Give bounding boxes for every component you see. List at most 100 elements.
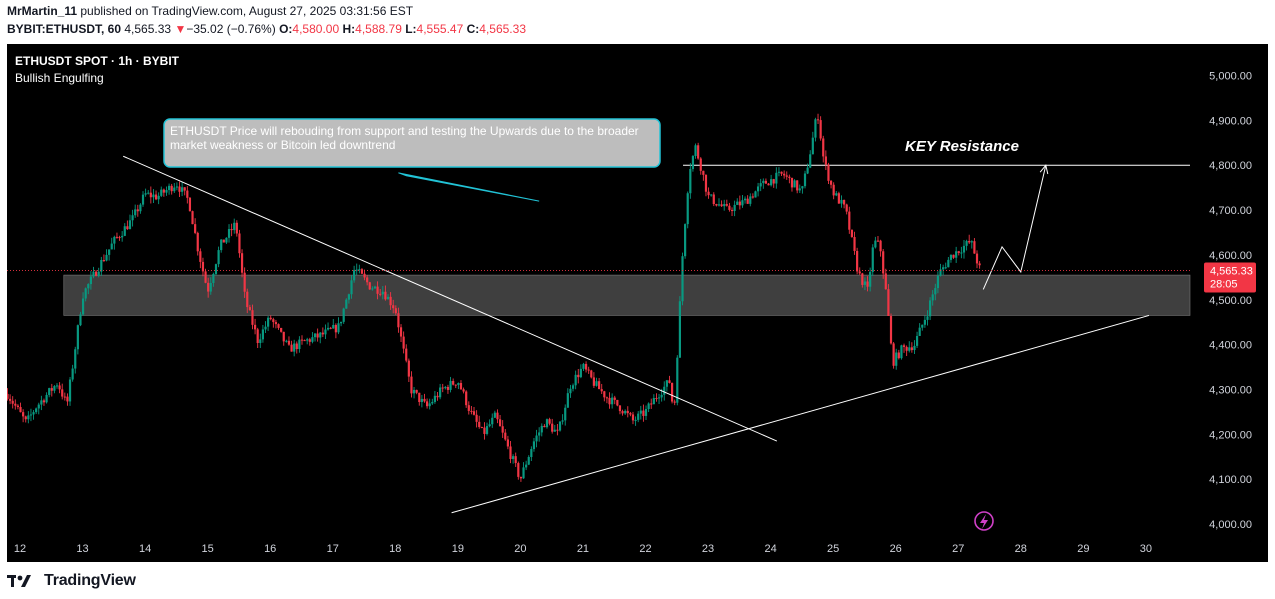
candle <box>113 235 116 250</box>
candle <box>188 196 192 212</box>
low-label: L: <box>405 22 417 36</box>
candle-body <box>754 191 757 198</box>
callout-box[interactable]: ETHUSDT Price will rebouding from suppor… <box>163 118 661 168</box>
date-tick-label: 26 <box>890 543 902 555</box>
candle-body <box>389 296 392 306</box>
candle-body <box>110 243 113 250</box>
candle <box>235 220 238 237</box>
alert-icon[interactable] <box>974 511 994 531</box>
candle <box>269 315 272 321</box>
candle <box>856 247 859 275</box>
candle-body <box>926 316 929 320</box>
candle <box>170 183 173 195</box>
candle <box>162 188 165 197</box>
candle-body <box>392 305 395 309</box>
candle <box>577 368 580 384</box>
candle <box>324 324 327 339</box>
candle <box>558 421 562 432</box>
candle-body <box>199 251 202 262</box>
candle <box>704 174 708 197</box>
ascending-trendline[interactable] <box>451 314 1150 514</box>
candle <box>715 203 718 207</box>
candle-body <box>134 209 137 216</box>
candle-body <box>962 245 966 253</box>
candle <box>957 250 960 256</box>
candle <box>879 239 882 257</box>
candle <box>777 167 781 177</box>
symbol-full: BYBIT:ETHUSDT, 60 <box>7 22 122 36</box>
candle <box>149 186 152 204</box>
candle <box>141 191 145 207</box>
candle-body <box>467 405 470 411</box>
candle-body <box>827 164 830 181</box>
candle-body <box>869 271 872 287</box>
projection-path[interactable] <box>982 165 1047 290</box>
candle-body <box>238 233 241 254</box>
descending-trendline[interactable] <box>123 155 778 442</box>
candle-body <box>676 357 679 403</box>
candle-body <box>196 232 199 252</box>
candle <box>48 387 51 398</box>
candle <box>644 405 648 421</box>
candle-body <box>587 369 590 371</box>
candle-body <box>616 399 619 406</box>
candle-body <box>191 211 194 225</box>
candle-body <box>201 261 205 272</box>
candle <box>598 378 601 390</box>
legend-indicator[interactable]: Bullish Engulfing <box>15 71 104 85</box>
candle-body <box>884 273 887 290</box>
candle <box>472 406 476 416</box>
candle <box>616 399 619 407</box>
price-tick-label: 4,600.00 <box>1209 250 1252 262</box>
candle <box>968 234 971 245</box>
candle <box>76 324 79 355</box>
candle-body <box>777 171 781 173</box>
candle-body <box>871 247 874 272</box>
candle-body <box>637 413 640 420</box>
support-zone[interactable] <box>63 274 1191 316</box>
date-tick-label: 19 <box>452 543 464 555</box>
candle <box>798 184 801 194</box>
candle <box>949 254 953 263</box>
candle <box>837 191 840 204</box>
candle-body <box>733 204 736 212</box>
candle <box>553 424 556 432</box>
candle <box>243 267 246 298</box>
candle-body <box>785 175 788 177</box>
candle-body <box>921 324 924 328</box>
candle <box>428 398 431 410</box>
candle <box>84 287 87 302</box>
candle <box>293 339 296 357</box>
candle <box>504 429 507 441</box>
legend-symbol-title[interactable]: ETHUSDT SPOT · 1h · BYBIT <box>15 54 180 68</box>
date-tick-label: 28 <box>1015 543 1027 555</box>
candle <box>756 182 760 197</box>
close-value: 4,565.33 <box>479 22 526 36</box>
candle <box>605 396 609 404</box>
candle <box>918 323 921 336</box>
candle <box>522 462 525 479</box>
candle <box>92 266 95 279</box>
key-resistance-label[interactable]: KEY Resistance <box>905 138 1019 155</box>
chart-panel[interactable]: 5,000.00 4,900.00 4,800.00 4,700.00 4,600.00… <box>6 44 1268 562</box>
candle-body <box>55 385 59 387</box>
overlay-layer <box>7 164 1190 290</box>
candle-body <box>517 463 520 477</box>
candle <box>775 167 778 189</box>
candle-body <box>165 190 168 193</box>
candle <box>829 180 833 189</box>
candle <box>339 321 343 327</box>
chart-canvas[interactable]: 5,000.00 4,900.00 4,800.00 4,700.00 4,600.00… <box>6 44 1268 562</box>
candle <box>191 210 194 225</box>
author-name[interactable]: MrMartin_11 <box>7 4 78 18</box>
candle <box>889 313 893 345</box>
candle <box>102 254 106 263</box>
candle-body <box>300 339 304 341</box>
footer-brand[interactable]: TradingView <box>7 570 136 592</box>
candle-body <box>556 429 559 431</box>
current-price-badge[interactable] <box>1204 262 1256 293</box>
candle <box>97 267 100 278</box>
candle-body <box>379 293 382 295</box>
candle-body <box>188 197 192 212</box>
candle-body <box>162 189 165 193</box>
